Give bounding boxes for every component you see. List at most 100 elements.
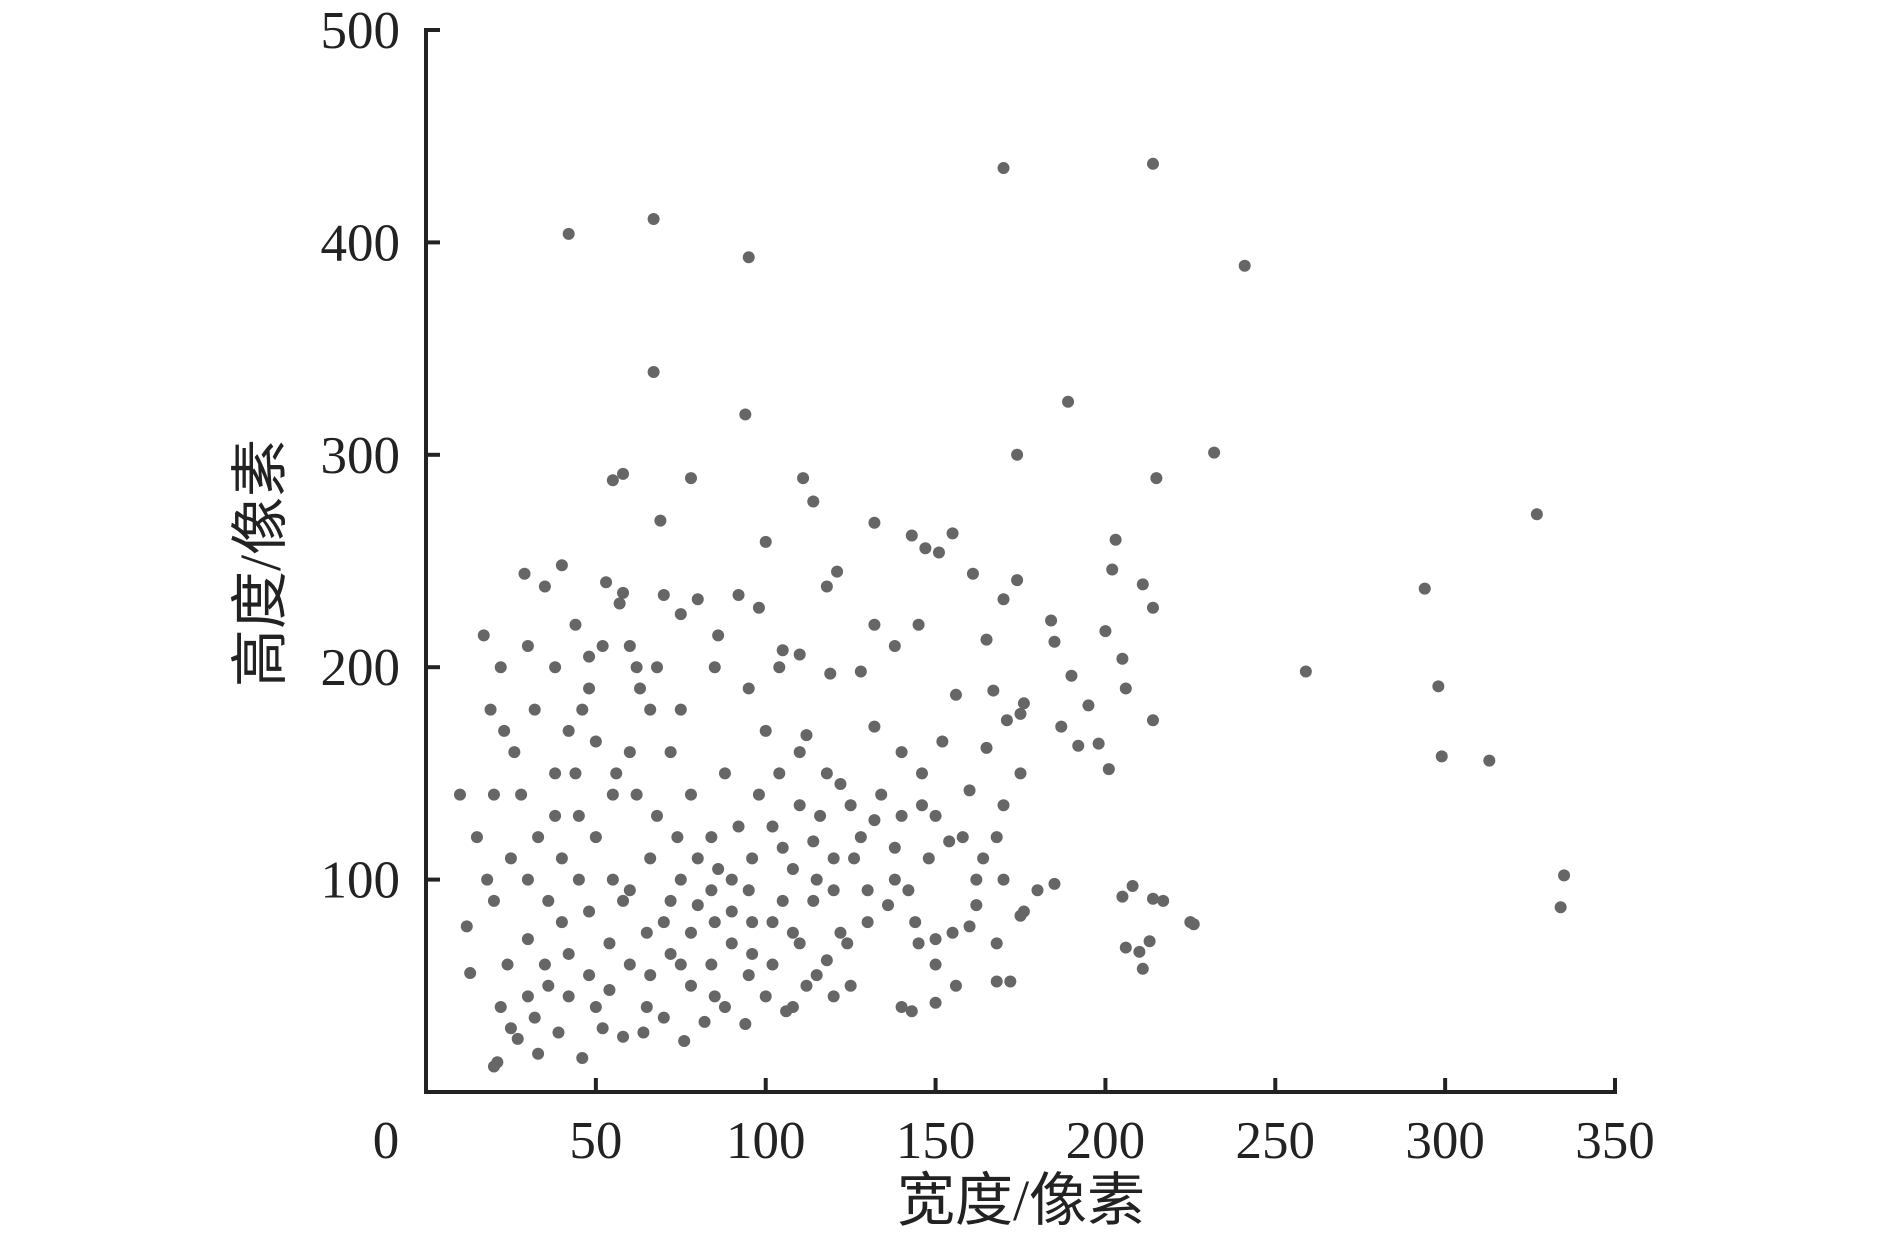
point <box>746 852 759 865</box>
point <box>538 580 551 593</box>
point <box>1048 635 1061 648</box>
point <box>691 852 704 865</box>
point <box>610 767 623 780</box>
y-tick-label: 200 <box>321 639 401 697</box>
point <box>651 661 664 674</box>
point <box>674 608 687 621</box>
point <box>644 703 657 716</box>
point <box>1150 472 1163 485</box>
point <box>705 884 718 897</box>
point <box>1045 614 1058 627</box>
point <box>1146 892 1159 905</box>
point <box>647 213 660 226</box>
point <box>583 905 596 918</box>
point <box>576 1052 589 1065</box>
point <box>1014 707 1027 720</box>
point <box>532 831 545 844</box>
point <box>1102 763 1115 776</box>
point <box>470 831 483 844</box>
point <box>569 618 582 631</box>
point <box>946 527 959 540</box>
point <box>1530 508 1543 521</box>
point <box>518 567 531 580</box>
point <box>1483 754 1496 767</box>
point <box>623 639 636 652</box>
point <box>793 746 806 759</box>
point <box>915 799 928 812</box>
point <box>909 916 922 929</box>
point <box>966 567 979 580</box>
point <box>1000 714 1013 727</box>
point <box>949 979 962 992</box>
point <box>820 954 833 967</box>
point <box>528 703 541 716</box>
point <box>698 1015 711 1028</box>
point <box>603 984 616 997</box>
point <box>807 495 820 508</box>
point <box>820 580 833 593</box>
point <box>742 884 755 897</box>
point <box>800 729 813 742</box>
point <box>617 1030 630 1043</box>
point <box>664 947 677 960</box>
point <box>644 852 657 865</box>
point <box>987 684 1000 697</box>
point <box>1432 680 1445 693</box>
point <box>946 926 959 939</box>
point <box>484 703 497 716</box>
point <box>1017 697 1030 710</box>
point <box>640 1001 653 1014</box>
point <box>521 639 534 652</box>
point <box>922 852 935 865</box>
point <box>746 947 759 960</box>
point <box>637 1026 650 1039</box>
point <box>810 873 823 886</box>
point <box>549 767 562 780</box>
point <box>752 601 765 614</box>
point <box>997 873 1010 886</box>
point <box>657 1011 670 1024</box>
point <box>664 894 677 907</box>
point <box>684 788 697 801</box>
point <box>542 979 555 992</box>
point <box>807 894 820 907</box>
point <box>912 937 925 950</box>
point <box>929 958 942 971</box>
point <box>814 809 827 822</box>
point <box>596 1022 609 1035</box>
point <box>708 661 721 674</box>
point <box>705 831 718 844</box>
point <box>623 958 636 971</box>
point <box>929 809 942 822</box>
point <box>487 788 500 801</box>
point <box>963 784 976 797</box>
point <box>766 916 779 929</box>
point <box>773 767 786 780</box>
point <box>623 884 636 897</box>
point <box>807 835 820 848</box>
point <box>868 720 881 733</box>
point <box>827 852 840 865</box>
point <box>1418 582 1431 595</box>
point <box>589 1001 602 1014</box>
point <box>630 661 643 674</box>
point <box>487 894 500 907</box>
point <box>1119 682 1132 695</box>
point <box>569 767 582 780</box>
point <box>1004 975 1017 988</box>
point <box>508 746 521 759</box>
point <box>644 969 657 982</box>
x-tick-label: 100 <box>726 1112 806 1170</box>
x-tick-label: 300 <box>1405 1112 1485 1170</box>
point <box>868 516 881 529</box>
y-tick-label: 300 <box>321 427 401 485</box>
point <box>834 778 847 791</box>
point <box>511 1032 524 1045</box>
point <box>640 926 653 939</box>
point <box>1031 884 1044 897</box>
point <box>861 916 874 929</box>
point <box>786 926 799 939</box>
point <box>882 899 895 912</box>
point <box>1146 601 1159 614</box>
point <box>630 788 643 801</box>
